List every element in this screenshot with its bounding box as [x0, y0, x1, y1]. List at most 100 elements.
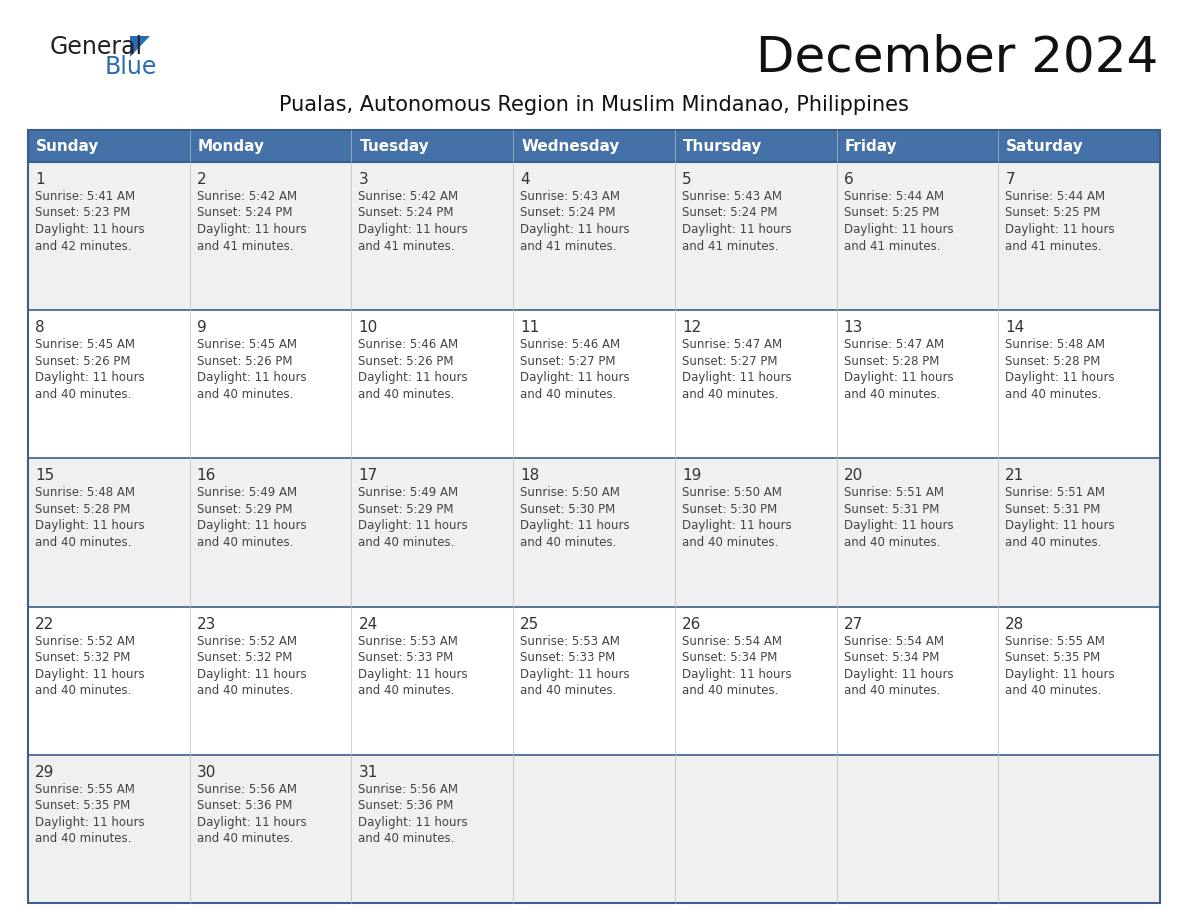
Text: and 40 minutes.: and 40 minutes.	[520, 387, 617, 400]
Bar	[836, 607, 998, 755]
Text: Sunrise: 5:45 AM: Sunrise: 5:45 AM	[34, 338, 135, 352]
Text: Sunset: 5:31 PM: Sunset: 5:31 PM	[843, 503, 939, 516]
Text: Daylight: 11 hours: Daylight: 11 hours	[682, 371, 791, 385]
Text: Sunrise: 5:55 AM: Sunrise: 5:55 AM	[34, 783, 135, 796]
Text: Sunrise: 5:52 AM: Sunrise: 5:52 AM	[34, 634, 135, 647]
Text: Monday: Monday	[197, 139, 265, 153]
Text: Sunrise: 5:43 AM: Sunrise: 5:43 AM	[520, 190, 620, 203]
Bar	[29, 755, 190, 903]
Text: Daylight: 11 hours: Daylight: 11 hours	[682, 667, 791, 680]
Text: Sunrise: 5:42 AM: Sunrise: 5:42 AM	[197, 190, 297, 203]
Text: Sunset: 5:26 PM: Sunset: 5:26 PM	[359, 354, 454, 368]
Text: 9: 9	[197, 320, 207, 335]
Bar	[29, 310, 190, 458]
Text: Sunset: 5:29 PM: Sunset: 5:29 PM	[359, 503, 454, 516]
Text: 12: 12	[682, 320, 701, 335]
Bar	[352, 755, 513, 903]
Text: Daylight: 11 hours: Daylight: 11 hours	[359, 520, 468, 532]
Text: and 42 minutes.: and 42 minutes.	[34, 240, 132, 252]
Text: and 40 minutes.: and 40 minutes.	[843, 387, 940, 400]
Text: and 41 minutes.: and 41 minutes.	[682, 240, 778, 252]
Text: Daylight: 11 hours: Daylight: 11 hours	[359, 371, 468, 385]
Text: Wednesday: Wednesday	[522, 139, 619, 153]
Text: Sunrise: 5:48 AM: Sunrise: 5:48 AM	[34, 487, 135, 499]
Text: Daylight: 11 hours: Daylight: 11 hours	[197, 667, 307, 680]
Text: Sunset: 5:28 PM: Sunset: 5:28 PM	[1005, 354, 1100, 368]
Text: Sunset: 5:27 PM: Sunset: 5:27 PM	[520, 354, 615, 368]
Text: Daylight: 11 hours: Daylight: 11 hours	[359, 667, 468, 680]
Text: 21: 21	[1005, 468, 1024, 484]
Text: Sunset: 5:32 PM: Sunset: 5:32 PM	[197, 651, 292, 664]
Text: Tuesday: Tuesday	[360, 139, 429, 153]
Text: Daylight: 11 hours: Daylight: 11 hours	[843, 371, 953, 385]
Text: Sunset: 5:32 PM: Sunset: 5:32 PM	[34, 651, 131, 664]
Text: Sunset: 5:36 PM: Sunset: 5:36 PM	[197, 800, 292, 812]
Text: 17: 17	[359, 468, 378, 484]
Text: Daylight: 11 hours: Daylight: 11 hours	[1005, 520, 1114, 532]
Text: Sunrise: 5:52 AM: Sunrise: 5:52 AM	[197, 634, 297, 647]
Text: Daylight: 11 hours: Daylight: 11 hours	[520, 667, 630, 680]
Text: Sunset: 5:30 PM: Sunset: 5:30 PM	[520, 503, 615, 516]
Text: Daylight: 11 hours: Daylight: 11 hours	[1005, 667, 1114, 680]
Text: and 40 minutes.: and 40 minutes.	[520, 536, 617, 549]
Text: Daylight: 11 hours: Daylight: 11 hours	[34, 223, 145, 236]
Bar	[513, 310, 675, 458]
Text: Daylight: 11 hours: Daylight: 11 hours	[197, 520, 307, 532]
Text: and 40 minutes.: and 40 minutes.	[1005, 387, 1101, 400]
Bar	[29, 130, 1159, 903]
Bar	[675, 162, 836, 310]
Text: Sunday: Sunday	[36, 139, 100, 153]
Text: Daylight: 11 hours: Daylight: 11 hours	[1005, 223, 1114, 236]
Text: and 40 minutes.: and 40 minutes.	[1005, 684, 1101, 697]
Bar	[352, 162, 513, 310]
Text: and 41 minutes.: and 41 minutes.	[359, 240, 455, 252]
Text: 23: 23	[197, 617, 216, 632]
Bar	[998, 458, 1159, 607]
Bar	[998, 607, 1159, 755]
Text: 16: 16	[197, 468, 216, 484]
Bar	[513, 130, 675, 162]
Text: Daylight: 11 hours: Daylight: 11 hours	[520, 520, 630, 532]
Bar	[190, 607, 352, 755]
Text: 24: 24	[359, 617, 378, 632]
Text: 20: 20	[843, 468, 862, 484]
Bar	[29, 130, 190, 162]
Text: Sunrise: 5:44 AM: Sunrise: 5:44 AM	[843, 190, 943, 203]
Text: 10: 10	[359, 320, 378, 335]
Text: and 40 minutes.: and 40 minutes.	[197, 684, 293, 697]
Bar	[513, 755, 675, 903]
Text: 15: 15	[34, 468, 55, 484]
Text: and 40 minutes.: and 40 minutes.	[34, 536, 132, 549]
Text: and 40 minutes.: and 40 minutes.	[34, 387, 132, 400]
Text: Sunrise: 5:51 AM: Sunrise: 5:51 AM	[1005, 487, 1105, 499]
Text: Daylight: 11 hours: Daylight: 11 hours	[843, 667, 953, 680]
Bar	[190, 755, 352, 903]
Bar	[29, 458, 190, 607]
Text: 7: 7	[1005, 172, 1015, 187]
Text: Daylight: 11 hours: Daylight: 11 hours	[520, 371, 630, 385]
Text: Daylight: 11 hours: Daylight: 11 hours	[359, 223, 468, 236]
Bar	[675, 310, 836, 458]
Bar	[352, 130, 513, 162]
Bar	[190, 458, 352, 607]
Text: Daylight: 11 hours: Daylight: 11 hours	[682, 223, 791, 236]
Text: Sunrise: 5:46 AM: Sunrise: 5:46 AM	[520, 338, 620, 352]
Text: 31: 31	[359, 765, 378, 779]
Text: and 40 minutes.: and 40 minutes.	[1005, 536, 1101, 549]
Text: and 40 minutes.: and 40 minutes.	[682, 684, 778, 697]
Text: Sunrise: 5:44 AM: Sunrise: 5:44 AM	[1005, 190, 1105, 203]
Text: and 40 minutes.: and 40 minutes.	[197, 387, 293, 400]
Text: Sunset: 5:26 PM: Sunset: 5:26 PM	[34, 354, 131, 368]
Text: 14: 14	[1005, 320, 1024, 335]
Text: and 40 minutes.: and 40 minutes.	[359, 387, 455, 400]
Text: 22: 22	[34, 617, 55, 632]
Text: Sunrise: 5:50 AM: Sunrise: 5:50 AM	[682, 487, 782, 499]
Text: Sunset: 5:25 PM: Sunset: 5:25 PM	[843, 207, 939, 219]
Text: Daylight: 11 hours: Daylight: 11 hours	[359, 816, 468, 829]
Text: Sunset: 5:27 PM: Sunset: 5:27 PM	[682, 354, 777, 368]
Text: and 40 minutes.: and 40 minutes.	[520, 684, 617, 697]
Text: 2: 2	[197, 172, 207, 187]
Text: 28: 28	[1005, 617, 1024, 632]
Text: Sunrise: 5:54 AM: Sunrise: 5:54 AM	[682, 634, 782, 647]
Text: and 41 minutes.: and 41 minutes.	[843, 240, 940, 252]
